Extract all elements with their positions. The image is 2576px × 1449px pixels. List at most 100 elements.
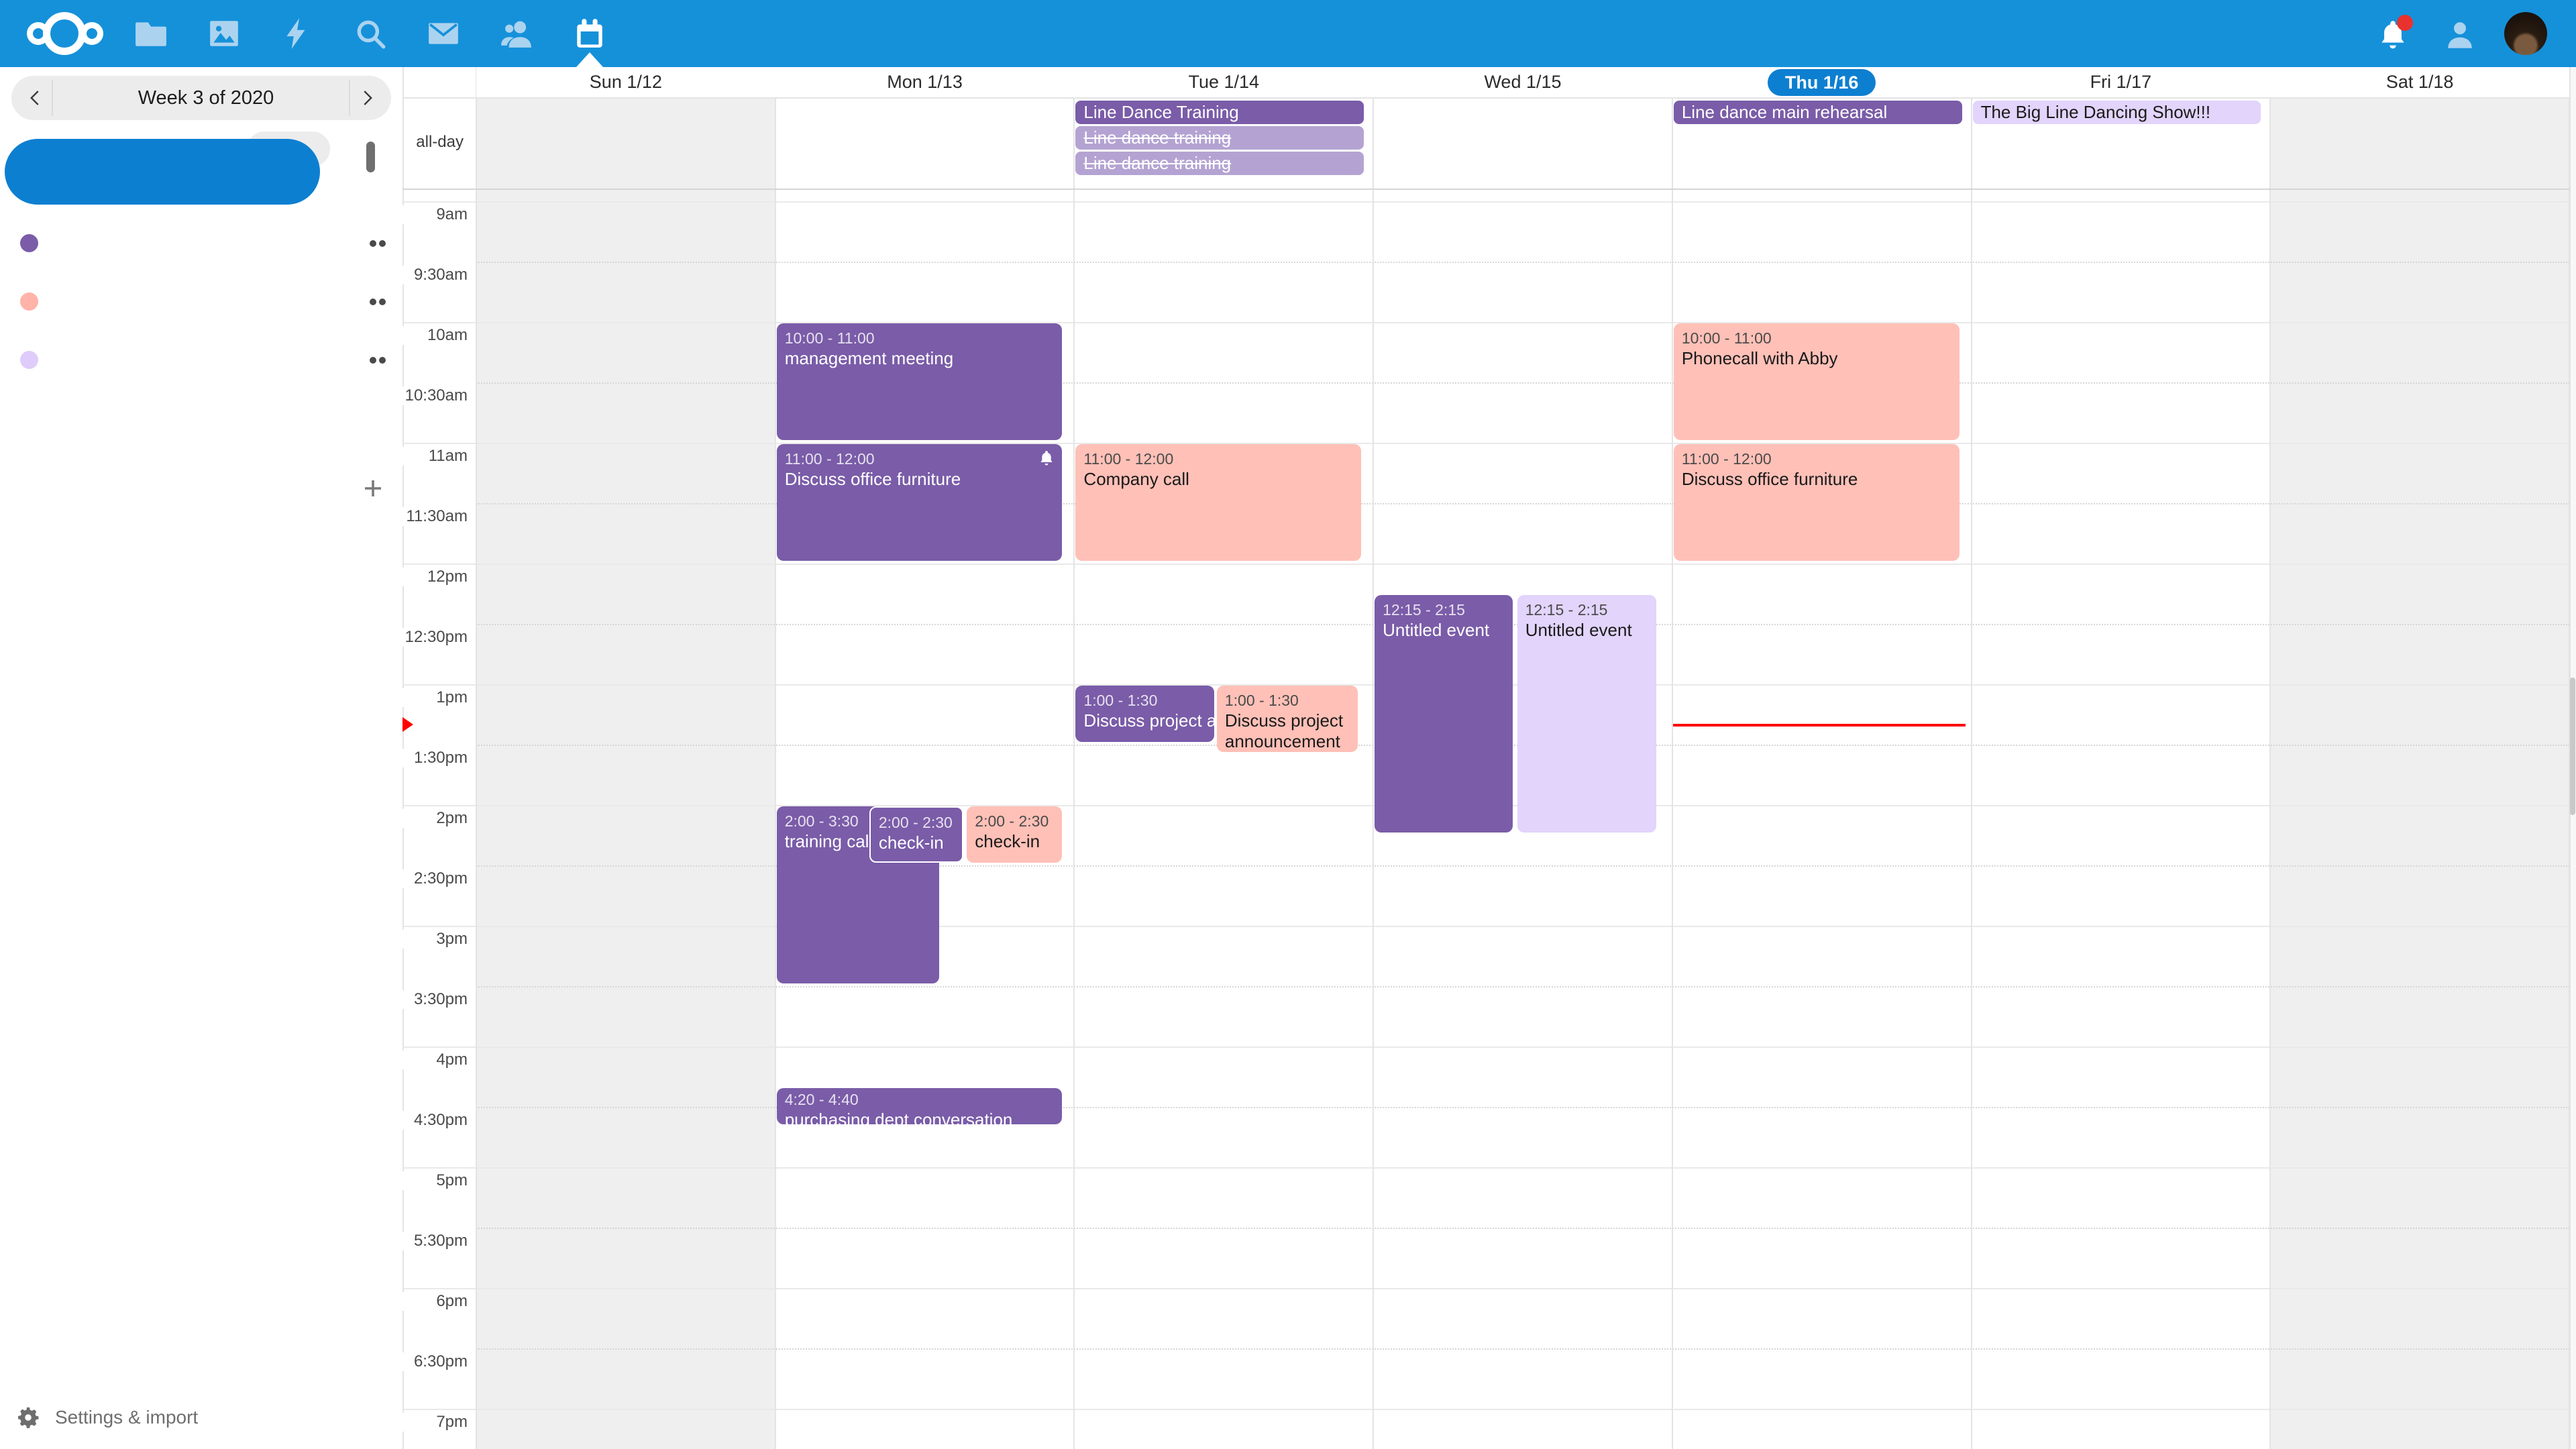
- calendar-color-dot: [20, 351, 38, 369]
- event[interactable]: 11:00 - 12:00 Discuss office furniture: [776, 444, 1063, 561]
- allday-event[interactable]: Line dance training: [1075, 126, 1364, 150]
- day-header[interactable]: Fri 1/17: [1971, 67, 2271, 97]
- event-title: purchasing dept conversation: [784, 1110, 1013, 1124]
- week-range-label[interactable]: Week 3 of 2020: [138, 87, 274, 109]
- hour-gridline: [402, 201, 2569, 203]
- settings-and-import[interactable]: Settings & import: [16, 1405, 198, 1430]
- event[interactable]: 12:15 - 2:15 Untitled event: [1375, 595, 1513, 833]
- hour-gridline: [402, 443, 2569, 444]
- event[interactable]: 2:00 - 2:30 check-in: [869, 806, 963, 863]
- event[interactable]: 10:00 - 11:00 Phonecall with Abby: [1673, 323, 1960, 440]
- hour-gridline: [402, 564, 2569, 565]
- app-files[interactable]: [117, 0, 184, 67]
- day-column-divider: [1970, 67, 1972, 1449]
- settings-label: Settings & import: [55, 1407, 199, 1428]
- app-activity[interactable]: [264, 0, 331, 67]
- event-title: Company call: [1083, 469, 1189, 489]
- chevron-left-icon: [30, 91, 39, 105]
- weekend-shade: [2270, 99, 2569, 1449]
- sidebar-scrollbar[interactable]: [366, 142, 375, 172]
- photos-icon: [207, 17, 241, 50]
- event-time: 4:20 - 4:40: [784, 1091, 859, 1108]
- day-header[interactable]: Wed 1/15: [1373, 67, 1672, 97]
- app-mail[interactable]: [410, 0, 477, 67]
- day-header[interactable]: Sun 1/12: [476, 67, 775, 97]
- avatar-button[interactable]: [2492, 0, 2559, 67]
- allday-event[interactable]: The Big Line Dancing Show!!!: [1972, 101, 2261, 124]
- more-options-icon[interactable]: [370, 240, 387, 247]
- active-app-indicator: [576, 52, 603, 67]
- allday-event[interactable]: Line dance main rehearsal: [1673, 101, 1962, 124]
- contacts-icon: [500, 17, 533, 50]
- half-hour-gridline: [476, 503, 2569, 504]
- event-title: Untitled event: [1383, 620, 1490, 640]
- day-header[interactable]: Thu 1/16: [1672, 67, 1972, 97]
- person-icon: [2443, 18, 2474, 49]
- previous-week-button[interactable]: [15, 76, 56, 120]
- event[interactable]: 10:00 - 11:00 management meeting: [776, 323, 1063, 440]
- reminder-bell-icon: [1038, 449, 1055, 467]
- calendar-icon: [573, 17, 606, 50]
- event[interactable]: 12:15 - 2:15 Untitled event: [1517, 595, 1657, 833]
- event-time: 2:00 - 2:30: [878, 814, 953, 831]
- event-title: training call: [784, 831, 873, 851]
- divider: [402, 189, 2576, 190]
- event[interactable]: 11:00 - 12:00 Discuss office furniture: [1673, 444, 1960, 561]
- day-header-label: Fri 1/17: [2090, 72, 2152, 92]
- day-header[interactable]: Tue 1/14: [1074, 67, 1374, 97]
- day-column-divider: [1671, 67, 1673, 1449]
- divider: [349, 80, 350, 116]
- event[interactable]: 11:00 - 12:00 Company call: [1075, 444, 1362, 561]
- event-time: 10:00 - 11:00: [1681, 329, 1772, 347]
- now-line: [1672, 724, 1966, 727]
- nextcloud-logo[interactable]: [27, 12, 105, 55]
- app-calendar[interactable]: [556, 0, 623, 67]
- hour-gridline: [402, 926, 2569, 927]
- more-options-icon[interactable]: [370, 299, 387, 305]
- event-title: Discuss project announcement: [1224, 710, 1344, 751]
- app-contacts[interactable]: [483, 0, 550, 67]
- event-time: 1:00 - 1:30: [1083, 692, 1158, 709]
- hour-gridline: [402, 1167, 2569, 1169]
- event-time: 11:00 - 12:00: [1083, 450, 1174, 468]
- add-calendar-button[interactable]: [361, 476, 385, 500]
- event-time: 2:00 - 3:30: [784, 812, 859, 830]
- main-scrollbar-thumb[interactable]: [2570, 678, 2575, 815]
- new-event-button[interactable]: [5, 139, 320, 205]
- allday-event[interactable]: Line dance training: [1075, 152, 1364, 175]
- day-column-divider: [2269, 67, 2271, 1449]
- sidebar: Week 3 of 2020 Settings & import: [0, 67, 402, 1449]
- day-header[interactable]: Sat 1/18: [2270, 67, 2569, 97]
- day-header[interactable]: Mon 1/13: [775, 67, 1075, 97]
- next-week-button[interactable]: [347, 76, 387, 120]
- event-title: Discuss project announcement: [1083, 710, 1214, 731]
- notifications-button[interactable]: [2358, 0, 2425, 67]
- event[interactable]: 2:00 - 2:30 check-in: [967, 806, 1063, 863]
- notification-badge: [2397, 15, 2413, 31]
- day-header-label: Sat 1/18: [2385, 72, 2454, 92]
- allday-row-label: all-day: [416, 133, 464, 151]
- today-header-pill: Thu 1/16: [1767, 68, 1876, 96]
- half-hour-gridline: [476, 262, 2569, 263]
- app-photos[interactable]: [191, 0, 258, 67]
- weekend-shade: [476, 99, 775, 1449]
- day-column-divider: [1373, 67, 1375, 1449]
- day-header-label: Mon 1/13: [887, 72, 963, 92]
- event-title: management meeting: [784, 348, 954, 368]
- app-search[interactable]: [337, 0, 404, 67]
- event-time: 1:00 - 1:30: [1224, 692, 1299, 709]
- divider: [402, 97, 2576, 99]
- user-status-button[interactable]: [2425, 0, 2492, 67]
- top-navbar: [0, 0, 2576, 67]
- chevron-right-icon: [364, 91, 372, 105]
- event-time: 11:00 - 12:00: [784, 450, 875, 468]
- more-options-icon[interactable]: [370, 357, 387, 364]
- event[interactable]: 4:20 - 4:40 purchasing dept conversation: [776, 1088, 1063, 1124]
- magnifier-icon: [354, 17, 387, 50]
- event-title: check-in: [975, 831, 1040, 851]
- allday-event[interactable]: Line Dance Training: [1075, 101, 1364, 124]
- day-column-divider: [774, 67, 776, 1449]
